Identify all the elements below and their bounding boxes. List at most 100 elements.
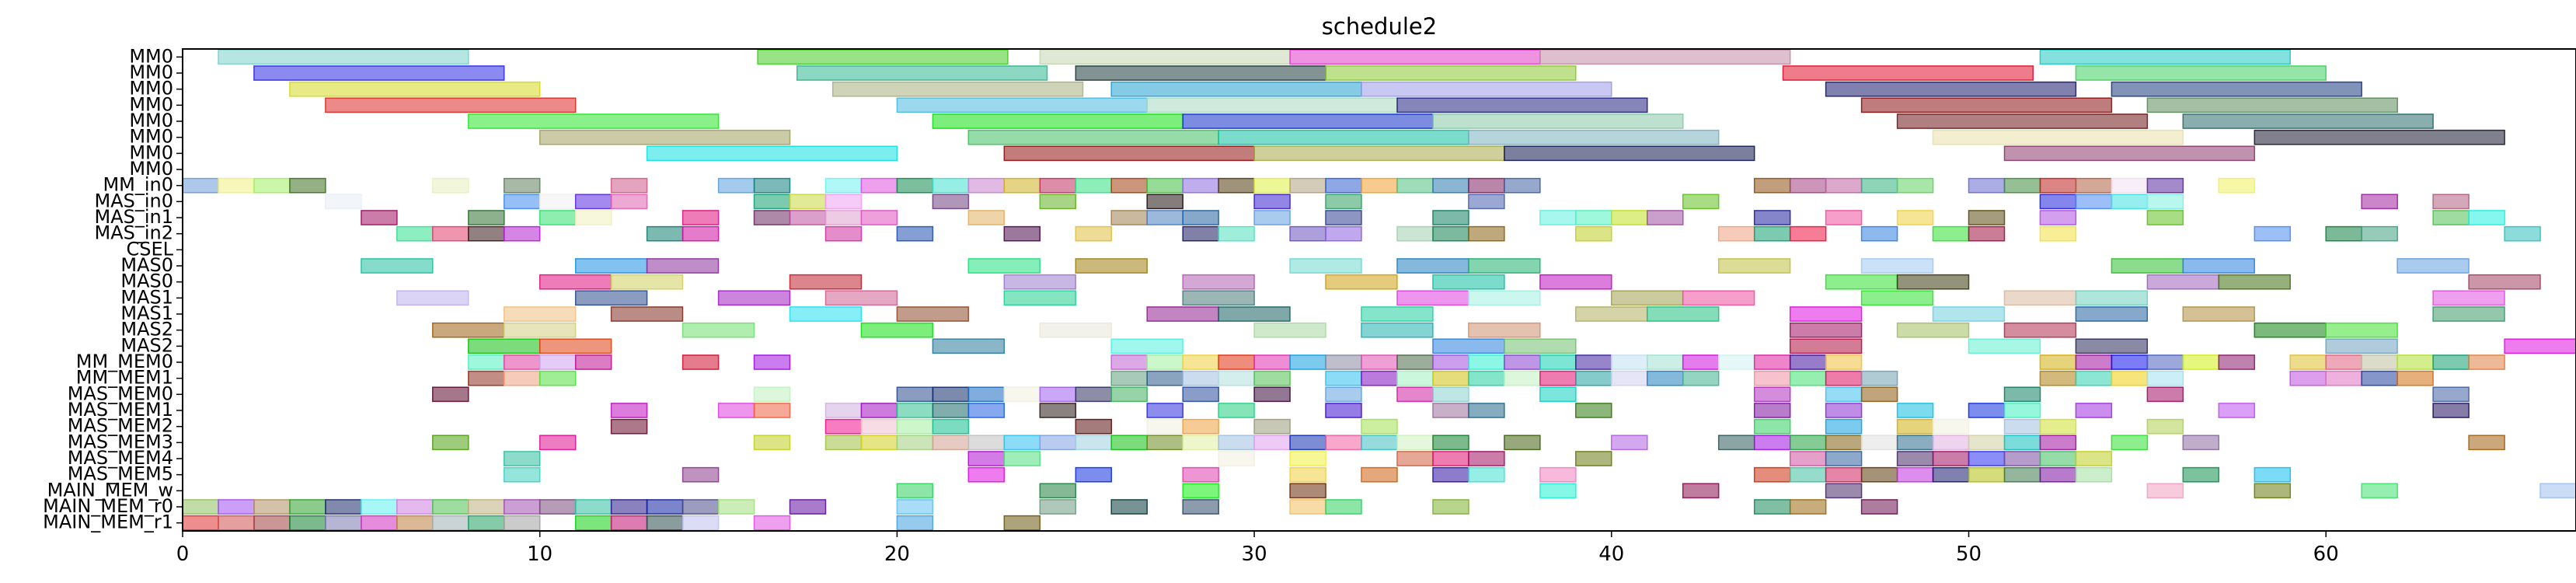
schedule-bar — [967, 177, 1006, 194]
schedule-bar — [1075, 177, 1113, 194]
schedule-bar — [824, 403, 863, 418]
schedule-bar — [1539, 210, 1577, 225]
schedule-bar — [1325, 435, 1362, 451]
schedule-bar — [1468, 451, 1505, 466]
schedule-bar — [2254, 483, 2292, 499]
schedule-bar — [1968, 451, 2006, 466]
schedule-bar — [1110, 354, 1148, 370]
schedule-bar — [182, 177, 219, 194]
schedule-bar — [1968, 403, 2006, 418]
schedule-bar — [932, 403, 970, 418]
schedule-bar — [1075, 466, 1113, 483]
schedule-bar — [2182, 435, 2220, 451]
schedule-bar — [574, 194, 612, 210]
schedule-bar — [1682, 194, 1720, 210]
y-tick-label: MAS0 — [120, 271, 173, 292]
schedule-bar — [432, 435, 469, 451]
x-axis: 0 10 20 30 40 50 60 — [176, 531, 2339, 566]
schedule-bar — [1253, 210, 1291, 225]
schedule-bar — [610, 274, 684, 290]
schedule-bar — [1753, 210, 1791, 225]
schedule-bar — [1325, 225, 1362, 242]
y-tick-label: MM0 — [129, 126, 173, 148]
schedule-bar — [1717, 225, 1755, 242]
schedule-bar — [1396, 435, 1434, 451]
schedule-bar — [1218, 451, 1255, 466]
schedule-bar — [1289, 49, 1541, 65]
schedule-bar — [1182, 210, 1219, 225]
schedule-bar — [1361, 435, 1398, 451]
schedule-bar — [468, 113, 720, 129]
schedule-bar — [1432, 370, 1469, 386]
schedule-bar — [1468, 466, 1505, 483]
schedule-bar — [503, 177, 541, 194]
schedule-bar — [1253, 386, 1291, 403]
schedule-bar — [539, 210, 577, 225]
schedule-bar — [503, 306, 577, 322]
schedule-bar — [753, 210, 791, 225]
schedule-bar — [574, 515, 612, 531]
schedule-bar — [2432, 290, 2505, 306]
schedule-bar — [2003, 290, 2077, 306]
schedule-bar — [2182, 113, 2434, 129]
schedule-bar — [753, 194, 791, 210]
schedule-bar — [2039, 177, 2077, 194]
schedule-bar — [1968, 435, 2006, 451]
schedule-bar — [574, 354, 612, 370]
schedule-bar — [1575, 354, 1612, 370]
schedule-bar — [1896, 418, 1934, 435]
schedule-bar — [1789, 177, 1827, 194]
schedule-bar — [2504, 225, 2541, 242]
schedule-bar — [896, 435, 934, 451]
schedule-bar — [967, 466, 1006, 483]
schedule-bar — [824, 177, 863, 194]
schedule-bar — [396, 290, 469, 306]
schedule-bar — [1825, 418, 1863, 435]
schedule-bar — [1003, 290, 1076, 306]
schedule-bar — [896, 515, 934, 531]
schedule-bar — [2146, 370, 2184, 386]
schedule-bar — [432, 177, 469, 194]
schedule-bar — [967, 210, 1006, 225]
schedule-bar — [1753, 499, 1791, 515]
y-tick-label: MAS_MEM3 — [68, 431, 173, 452]
schedule-bar — [789, 194, 827, 210]
schedule-bar — [1110, 499, 1148, 515]
schedule-bar — [2003, 322, 2077, 338]
schedule-bar — [1468, 258, 1541, 274]
schedule-bar — [2075, 466, 2113, 483]
schedule-bar — [896, 403, 934, 418]
schedule-bar — [1896, 274, 1970, 290]
schedule-bar — [1146, 370, 1183, 386]
schedule-bar — [753, 515, 791, 531]
schedule-bar — [789, 210, 827, 225]
schedule-bar — [1539, 49, 1791, 65]
schedule-bar — [646, 145, 898, 162]
schedule-bar — [1932, 466, 1970, 483]
schedule-bar — [753, 386, 791, 403]
schedule-bar — [503, 451, 541, 466]
schedule-bar — [2146, 210, 2184, 225]
schedule-bar — [610, 515, 648, 531]
x-tick-label: 20 — [884, 543, 910, 566]
schedule-bar — [1789, 435, 1827, 451]
schedule-bar — [1432, 354, 1469, 370]
y-tick-label: MAIN_MEM_w — [47, 479, 173, 501]
schedule-bar — [824, 194, 863, 210]
schedule-bar — [1039, 403, 1077, 418]
y-axis: MM0MM0MM0MM0MM0MM0MM0MM0MM_in0MAS_in0MAS… — [43, 45, 183, 533]
schedule-bar — [396, 515, 434, 531]
y-tick-label: MM0 — [129, 110, 173, 131]
schedule-bar — [753, 354, 791, 370]
schedule-bar — [1932, 129, 2184, 145]
schedule-bar — [1753, 177, 1791, 194]
schedule-bar — [1361, 354, 1398, 370]
schedule-bar — [789, 306, 863, 322]
schedule-bar — [1039, 483, 1077, 499]
schedule-bar — [2111, 370, 2149, 386]
schedule-bar — [539, 354, 577, 370]
schedule-bar — [361, 210, 398, 225]
schedule-bar — [1468, 322, 1541, 338]
schedule-bar — [1325, 354, 1362, 370]
schedule-bar — [717, 177, 755, 194]
